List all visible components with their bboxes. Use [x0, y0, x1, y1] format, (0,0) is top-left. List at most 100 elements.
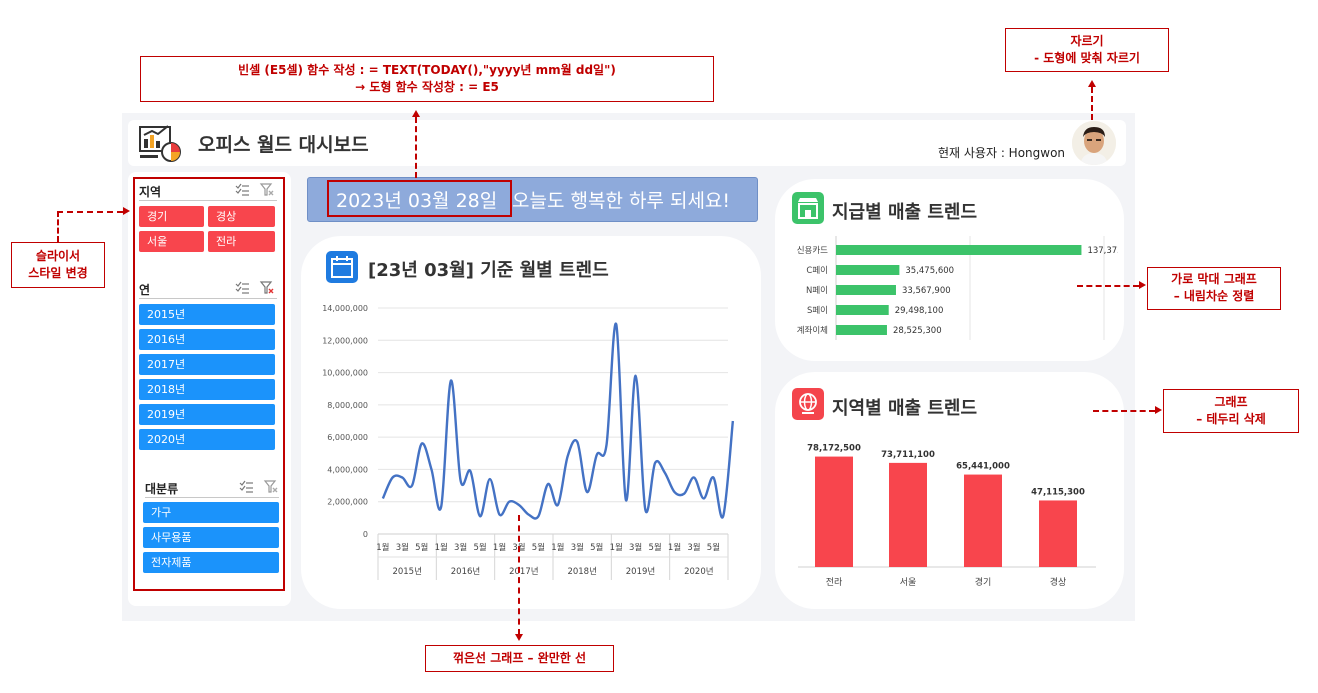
annotation-line-line-1: 꺾은선 그래프 – 완만한 선: [452, 651, 587, 665]
hbar-value-label: 28,525,300: [893, 326, 942, 336]
vbar-value-label: 78,172,500: [807, 444, 861, 454]
year-chip-2020[interactable]: 2020년: [139, 429, 275, 450]
line-chart-month-label: 3월: [629, 542, 642, 553]
category-chip-electronics[interactable]: 전자제품: [143, 552, 279, 573]
page-title: 오피스 월드 대시보드: [198, 134, 369, 156]
banner-date-highlight: [327, 180, 512, 217]
annotation-cell-formula: 빈셀 (E5셀) 함수 작성 : = TEXT(TODAY(),"yyyy년 m…: [140, 56, 714, 102]
payment-trend-title: 지급별 매출 트렌드: [832, 202, 978, 223]
monthly-line-chart: 0 2,000,000 4,000,000 6,000,000 8,000,000 10,…: [322, 304, 735, 580]
payment-bar-chart: 신용카드 137,373,000 C페이 35,475,600 N페이 33,567,90…: [797, 236, 1118, 340]
annotation-hbar-line-1: 가로 막대 그래프: [1171, 272, 1257, 286]
line-chart-month-label: 5월: [707, 542, 720, 553]
arrow-right-icon: [123, 207, 130, 215]
year-slicer-title: 연: [139, 283, 151, 297]
vbar-bar: [815, 456, 853, 567]
annotation-crop-line-2: - 도형에 맞춰 자르기: [1034, 51, 1140, 65]
line-chart-y-tick-label: 10,000,000: [322, 369, 368, 378]
clear-filter-icon[interactable]: [259, 281, 274, 294]
multi-select-icon[interactable]: [235, 183, 249, 196]
line-chart-month-label: 1월: [435, 542, 448, 553]
hbar-category-label: 계좌이체: [797, 325, 828, 336]
multi-select-icon[interactable]: [235, 281, 249, 294]
annotation-hbar: 가로 막대 그래프 – 내림차순 정렬: [1147, 267, 1281, 310]
store-icon: [792, 192, 824, 224]
region-chip-gyeonggi[interactable]: 경기: [139, 206, 204, 227]
vbar-bar: [889, 462, 927, 567]
arrow-down-icon: [515, 634, 523, 641]
connector-line: [518, 515, 520, 635]
region-bar-chart: 78,172,500 전라 73,711,100 서울 65,441,000 경기 47,1…: [798, 444, 1096, 588]
line-chart-month-label: 5월: [648, 542, 661, 553]
arrow-up-icon: [412, 110, 420, 117]
line-chart-y-tick-label: 4,000,000: [327, 465, 368, 474]
line-chart-month-label: 1월: [610, 542, 623, 553]
year-chip-2015[interactable]: 2015년: [139, 304, 275, 325]
annotation-line: 꺾은선 그래프 – 완만한 선: [425, 645, 614, 672]
connector-border: [1093, 410, 1155, 412]
line-chart-month-label: 3월: [571, 542, 584, 553]
year-chip-2016[interactable]: 2016년: [139, 329, 275, 350]
region-chip-jeolla[interactable]: 전라: [208, 231, 275, 252]
category-chip-office-supplies[interactable]: 사무용품: [143, 527, 279, 548]
line-chart-year-label: 2015년: [392, 566, 421, 577]
category-slicer-divider: [145, 497, 279, 498]
hbar-bar: [836, 265, 900, 275]
connector-cell: [415, 117, 417, 178]
connector-slicer-horizontal: [57, 211, 123, 213]
hbar-bar: [836, 325, 887, 335]
line-chart-month-label: 3월: [454, 542, 467, 553]
clear-filter-icon[interactable]: [259, 183, 274, 196]
arrow-up-icon: [1088, 80, 1096, 87]
line-chart-month-label: 1월: [376, 542, 389, 553]
user-avatar[interactable]: [1072, 121, 1116, 165]
vbar-value-label: 73,711,100: [881, 450, 935, 460]
clear-filter-icon[interactable]: [263, 480, 278, 493]
line-chart-year-label: 2016년: [451, 566, 480, 577]
hbar-category-label: S페이: [807, 305, 828, 316]
hbar-value-label: 33,567,900: [902, 286, 951, 296]
year-slicer-tools: [235, 281, 274, 294]
annotation-cell-line-2: → 도형 함수 작성창 : = E5: [355, 80, 499, 94]
region-chip-gyeongsang[interactable]: 경상: [208, 206, 275, 227]
region-trend-title: 지역별 매출 트렌드: [832, 398, 978, 419]
current-user-label: 현재 사용자 : Hongwon: [938, 146, 1066, 160]
vbar-category-label: 경기: [975, 576, 992, 588]
arrow-right-icon: [1139, 281, 1146, 289]
hbar-value-label: 29,498,100: [895, 306, 944, 316]
line-chart-month-label: 5월: [415, 542, 428, 553]
annotation-hbar-line-2: – 내림차순 정렬: [1173, 289, 1255, 303]
category-slicer-tools: [239, 480, 278, 493]
line-chart-y-tick-label: 12,000,000: [322, 336, 368, 345]
line-chart-y-tick-label: 2,000,000: [327, 498, 368, 507]
line-chart-month-label: 3월: [396, 542, 409, 553]
hbar-bar: [836, 245, 1082, 255]
dashboard-header: [128, 120, 1126, 166]
annotation-cell-line-1: 빈셀 (E5셀) 함수 작성 : = TEXT(TODAY(),"yyyy년 m…: [238, 63, 616, 77]
banner-date: 2023년 03월 28일: [336, 190, 498, 212]
multi-select-icon[interactable]: [239, 480, 253, 493]
line-chart-month-label: 5월: [473, 542, 486, 553]
region-slicer-title: 지역: [139, 185, 162, 199]
line-chart-month-label: 1월: [493, 542, 506, 553]
payment-trend-card: [775, 179, 1124, 361]
annotation-crop: 자르기 - 도형에 맞춰 자르기: [1005, 28, 1169, 72]
line-chart-year-label: 2020년: [684, 566, 713, 577]
year-chip-2019[interactable]: 2019년: [139, 404, 275, 425]
category-chip-furniture[interactable]: 가구: [143, 502, 279, 523]
region-slicer-divider: [139, 200, 277, 201]
year-chip-2018[interactable]: 2018년: [139, 379, 275, 400]
year-chip-2017[interactable]: 2017년: [139, 354, 275, 375]
year-slicer-divider: [139, 298, 277, 299]
vbar-value-label: 65,441,000: [956, 462, 1010, 472]
line-chart-year-label: 2017년: [509, 566, 538, 577]
avatar-portrait-icon: [1072, 121, 1116, 165]
annotation-slicer-line-1: 슬라이서: [35, 249, 81, 263]
line-chart-month-label: 1월: [668, 542, 681, 553]
region-chip-seoul[interactable]: 서울: [139, 231, 204, 252]
region-slicer-tools: [235, 183, 274, 196]
hbar-value-label: 35,475,600: [905, 266, 954, 276]
line-chart-year-label: 2018년: [567, 566, 596, 577]
connector-slicer-vertical: [57, 211, 59, 242]
